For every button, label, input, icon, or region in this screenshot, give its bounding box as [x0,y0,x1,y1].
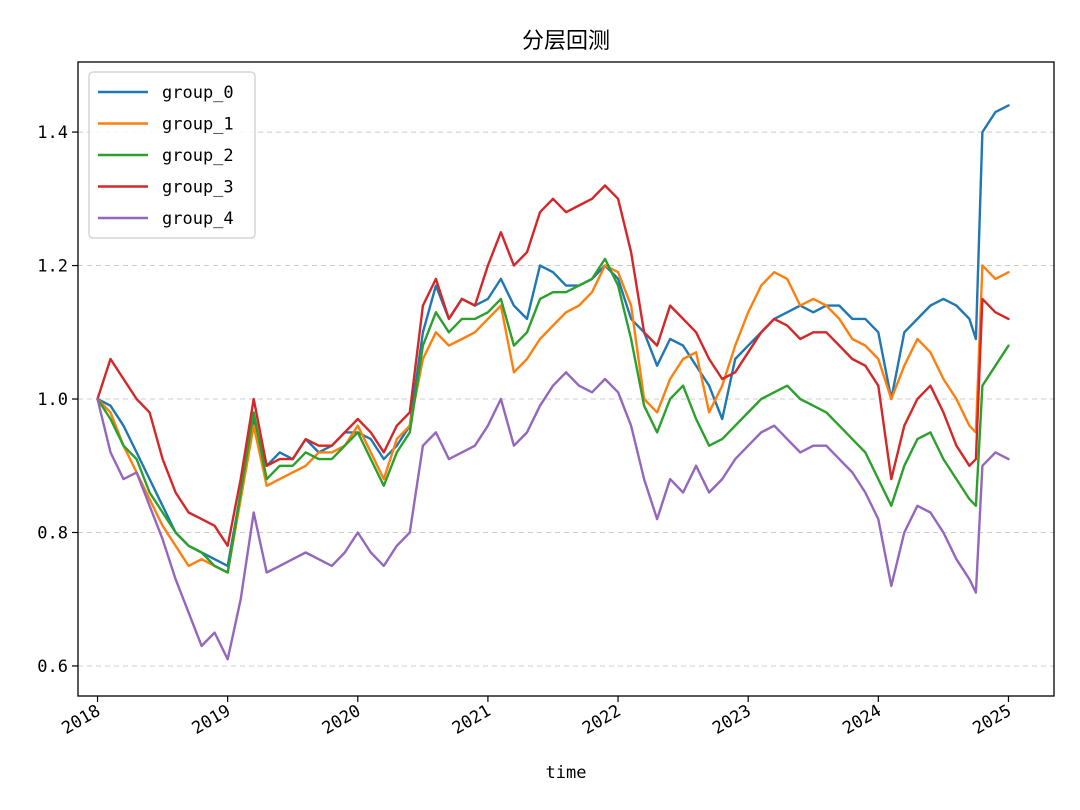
x-tick-label: 2020 [319,701,364,739]
x-axis: 2018 2019 2020 2021 2022 2023 2024 2025 [59,696,1015,739]
legend: group_0 group_1 group_2 group_3 group_4 [88,71,256,239]
legend-label-group-0: group_0 [162,83,234,103]
x-tick-label: 2021 [449,701,494,739]
x-tick-label: 2019 [189,701,234,739]
series-line-group-3 [96,184,1010,547]
y-tick-label: 0.6 [37,657,68,677]
legend-label-group-3: group_3 [162,178,234,198]
series-line-group-2 [96,257,1010,574]
x-tick-label: 2022 [579,701,624,739]
legend-label-group-4: group_4 [162,209,234,229]
y-tick-label: 0.8 [37,523,68,543]
y-tick-label: 1.2 [37,257,68,277]
x-axis-label: time [546,763,587,783]
series-line-group-1 [96,264,1010,574]
x-tick-label: 2024 [839,701,884,739]
plot-frame [77,61,1055,697]
series-lines [96,104,1010,661]
series-line-group-4 [96,371,1010,661]
legend-box [88,71,256,239]
x-tick-label: 2018 [59,701,104,739]
y-tick-label: 1.0 [37,390,68,410]
chart-title: 分层回测 [522,29,610,54]
x-tick-label: 2023 [709,701,754,739]
legend-label-group-1: group_1 [162,115,234,135]
x-tick-label: 2025 [969,701,1014,739]
legend-label-group-2: group_2 [162,146,234,166]
y-axis: 0.6 0.8 1.0 1.2 1.4 [37,123,78,677]
y-tick-label: 1.4 [37,123,68,143]
